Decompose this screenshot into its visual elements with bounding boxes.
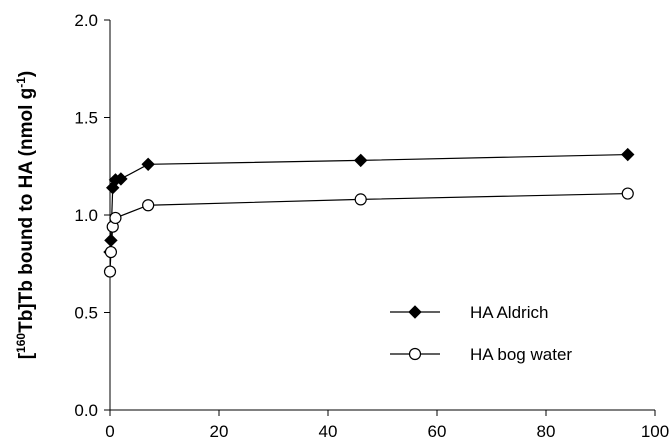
marker-circle	[354, 193, 367, 206]
y-tick-label: 1.5	[74, 109, 98, 128]
marker-circle	[104, 245, 118, 259]
y-tick-label: 1.0	[74, 206, 98, 225]
legend-marker	[408, 347, 422, 361]
y-label-part: Tb]Tb bound to HA (nmol g	[16, 88, 37, 333]
x-tick-label: 0	[105, 422, 114, 441]
marker-circle	[103, 265, 117, 278]
y-label-part: )	[16, 71, 37, 77]
x-tick-label: 60	[428, 422, 447, 441]
y-label-part: [	[16, 352, 37, 359]
legend-label: HA Aldrich	[470, 303, 548, 322]
marker-circle	[621, 187, 634, 200]
marker-circle	[109, 211, 122, 225]
series-line	[109, 153, 628, 253]
x-tick-label: 80	[537, 422, 556, 441]
y-tick-label: 0.0	[74, 401, 98, 420]
marker-diamond	[621, 147, 635, 162]
x-tick-label: 40	[319, 422, 338, 441]
marker-diamond	[353, 153, 368, 168]
x-tick-label: 20	[210, 422, 229, 441]
marker-diamond	[141, 157, 155, 172]
legend-label: HA bog water	[470, 345, 572, 364]
y-label-part: -1	[14, 77, 28, 88]
series-line	[109, 192, 628, 272]
y-tick-label: 2.0	[74, 11, 98, 30]
marker-diamond	[114, 172, 128, 186]
y-axis-label: [160Tb]Tb bound to HA (nmol g-1)	[14, 71, 37, 360]
x-tick-label: 100	[641, 422, 669, 441]
y-label-part: 160	[14, 333, 28, 353]
marker-circle	[142, 199, 155, 212]
legend-marker	[408, 305, 422, 319]
y-tick-label: 0.5	[74, 304, 98, 323]
